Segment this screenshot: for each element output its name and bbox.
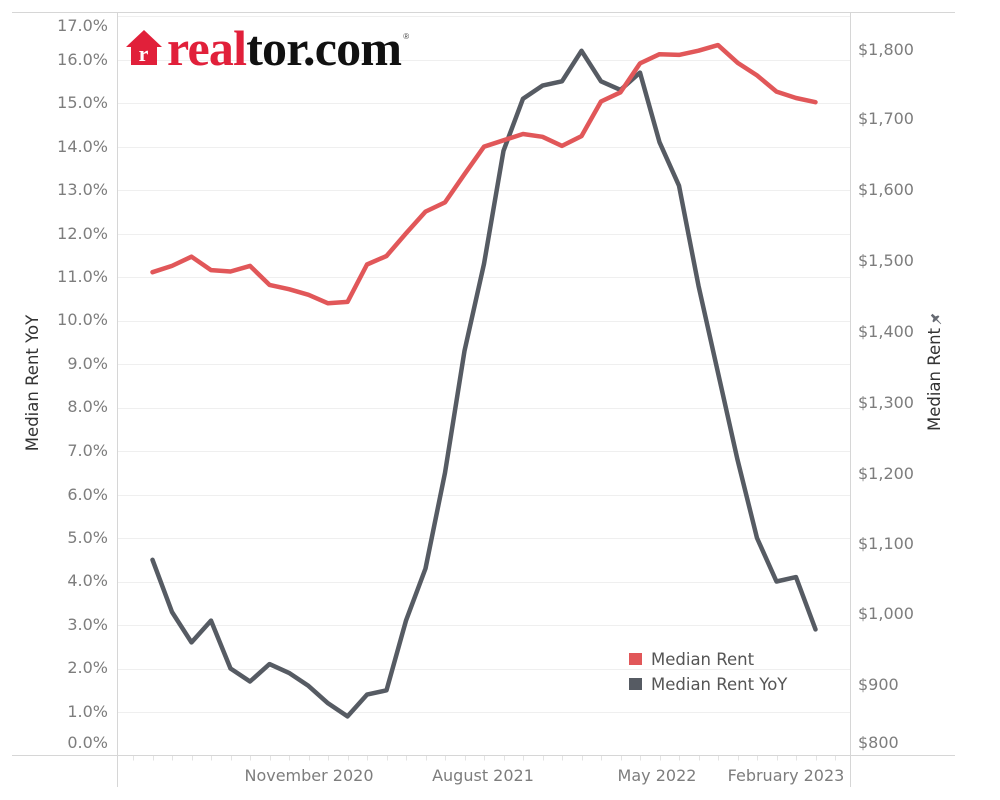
legend-item-median-rent-yoy[interactable]: Median Rent YoY xyxy=(629,674,787,694)
realtor-logo: realtor.com ® xyxy=(167,20,410,76)
left-tick-label: 14.0% xyxy=(57,137,108,156)
left-tick-label: 4.0% xyxy=(67,571,108,590)
left-axis-title: Median Rent YoY xyxy=(23,283,43,483)
realtor-house-icon: r xyxy=(126,30,162,65)
right-tick-label: $1,600 xyxy=(858,180,914,199)
left-axis-title-text: Median Rent YoY xyxy=(23,314,42,452)
left-tick-label: 16.0% xyxy=(57,50,108,69)
x-axis-minor-ticks xyxy=(133,755,836,761)
right-tick-label: $1,500 xyxy=(858,251,914,270)
logo-text-black: tor.com xyxy=(246,20,402,76)
left-tick-label: 11.0% xyxy=(57,267,108,286)
right-tick-label: $800 xyxy=(858,733,899,752)
x-tick-label: February 2023 xyxy=(727,766,845,785)
left-tick-label: 0.0% xyxy=(67,733,108,752)
right-tick-label: $900 xyxy=(858,675,899,694)
median-rent-yoy-line[interactable] xyxy=(150,48,818,719)
left-tick-label: 7.0% xyxy=(67,441,108,460)
left-tick-label: 5.0% xyxy=(67,528,108,547)
logo-text-red: real xyxy=(167,20,247,76)
left-tick-label: 3.0% xyxy=(67,615,108,634)
left-tick-label: 12.0% xyxy=(57,224,108,243)
legend-swatch-gray xyxy=(629,678,642,690)
left-tick-label: 6.0% xyxy=(67,485,108,504)
gridlines xyxy=(117,16,850,713)
right-axis-title: Median Rent xyxy=(925,272,945,472)
x-tick-label: May 2022 xyxy=(617,766,697,785)
legend-swatch-red xyxy=(629,653,642,665)
right-tick-label: $1,100 xyxy=(858,534,914,553)
right-tick-label: $1,400 xyxy=(858,322,914,341)
legend-label: Median Rent YoY xyxy=(651,674,788,694)
right-axis-title-text: Median Rent xyxy=(925,327,944,432)
x-tick-label: August 2021 xyxy=(432,766,534,785)
registered-mark: ® xyxy=(403,32,410,41)
right-tick-label: $1,200 xyxy=(858,464,914,483)
legend-item-median-rent[interactable]: Median Rent xyxy=(629,649,754,669)
legend-label: Median Rent xyxy=(651,649,755,669)
left-tick-label: 13.0% xyxy=(57,180,108,199)
median-rent-line[interactable] xyxy=(150,42,818,306)
left-tick-label: 15.0% xyxy=(57,93,108,112)
left-tick-label: 9.0% xyxy=(67,354,108,373)
left-tick-label: 8.0% xyxy=(67,397,108,416)
right-tick-label: $1,800 xyxy=(858,40,914,59)
pin-icon xyxy=(930,313,941,325)
right-tick-label: $1,000 xyxy=(858,604,914,623)
right-tick-label: $1,300 xyxy=(858,393,914,412)
right-tick-label: $1,700 xyxy=(858,109,914,128)
x-tick-label: November 2020 xyxy=(244,766,374,785)
left-tick-label: 17.0% xyxy=(57,16,108,35)
left-tick-label: 1.0% xyxy=(67,702,108,721)
left-tick-label: 10.0% xyxy=(57,310,108,329)
logo-icon-letter: r xyxy=(139,41,149,65)
left-tick-label: 2.0% xyxy=(67,658,108,677)
